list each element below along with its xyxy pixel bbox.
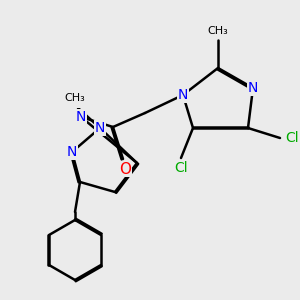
Text: Cl: Cl: [285, 131, 299, 145]
Text: N: N: [95, 121, 105, 135]
Text: N: N: [248, 81, 258, 95]
Text: N: N: [67, 145, 77, 159]
Text: N: N: [178, 88, 188, 102]
Text: CH₃: CH₃: [64, 93, 86, 103]
Text: H: H: [73, 94, 83, 107]
Text: Cl: Cl: [174, 161, 188, 175]
Text: O: O: [119, 161, 131, 176]
Text: CH₃: CH₃: [208, 26, 228, 36]
Text: N: N: [76, 110, 86, 124]
